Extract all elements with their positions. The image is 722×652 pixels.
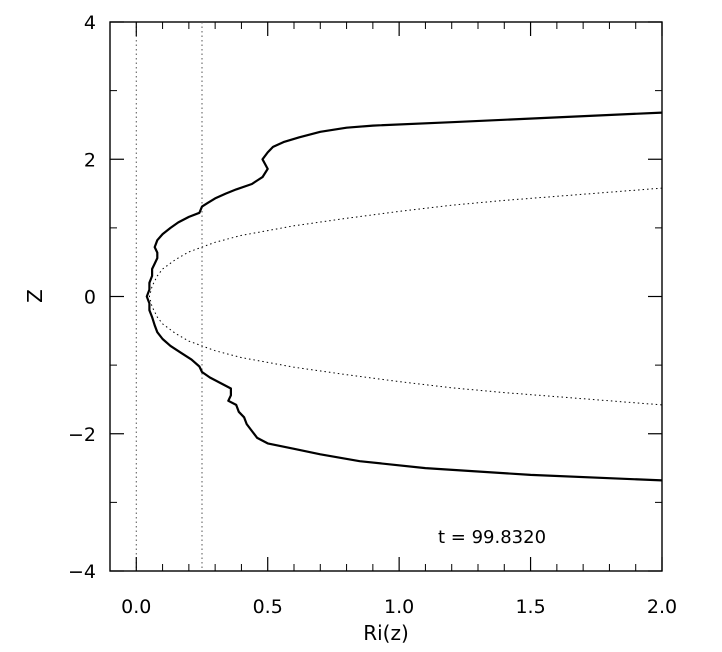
x-tick-label-1: 0.5 (253, 596, 283, 618)
plot-frame (109, 21, 663, 572)
x-tick-label-0: 0.0 (121, 596, 151, 618)
y-tick-label-2: 0 (84, 287, 96, 309)
x-tick-label-2: 1.0 (384, 596, 414, 618)
time-annotation: t = 99.8320 (438, 527, 546, 548)
y-tick-label-1: −2 (68, 424, 96, 446)
x-tick-label-3: 1.5 (515, 596, 545, 618)
series-line-1 (148, 187, 663, 406)
x-axis-label: Ri(z) (363, 621, 409, 645)
y-tick-label-4: 4 (84, 12, 96, 34)
y-tick-label-0: −4 (68, 561, 96, 583)
series-line-0 (145, 111, 663, 482)
y-tick-label-3: 2 (84, 149, 96, 171)
x-tick-label-4: 2.0 (647, 596, 677, 618)
y-axis-label: Z (23, 289, 47, 303)
